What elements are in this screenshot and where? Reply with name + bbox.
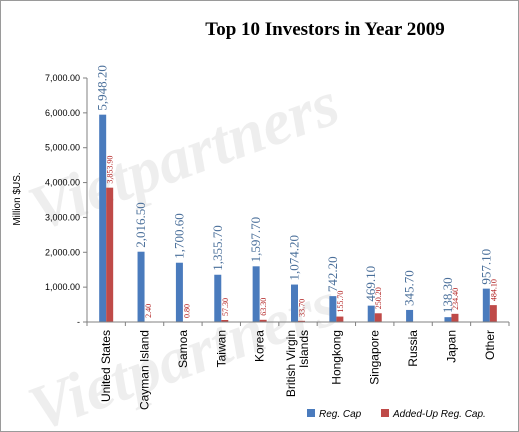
x-tick-label: Taiwan: [214, 330, 228, 367]
chart-title: Top 10 Investors in Year 2009: [205, 19, 444, 40]
data-label-added-up: 2.40: [144, 304, 153, 318]
y-tick-label: 1,000.00: [45, 282, 80, 292]
data-label-reg-cap: 1,355.70: [210, 225, 225, 270]
x-tick-label: United States: [99, 330, 113, 402]
data-label-added-up: 250.20: [374, 287, 383, 309]
y-tick-label: 7,000.00: [45, 73, 80, 83]
data-label-reg-cap: 138.30: [440, 277, 455, 313]
legend: Reg. Cap Added-Up Reg. Cap.: [307, 409, 486, 420]
bar-reg-cap: [175, 262, 183, 322]
x-tick-label: Japan: [444, 330, 458, 363]
bar-reg-cap: [406, 309, 414, 322]
data-label-added-up: 57.30: [221, 298, 230, 316]
bar-reg-cap: [291, 284, 298, 322]
x-tick-label: Other: [483, 330, 497, 360]
bar-reg-cap: [252, 266, 260, 322]
data-label-reg-cap: 957.10: [478, 249, 493, 285]
bar-added-up-reg-cap: [451, 313, 459, 322]
y-tick-label: 6,000.00: [45, 108, 80, 118]
data-label-reg-cap: 345.70: [402, 270, 417, 306]
x-tick-label: Cayman Island: [138, 330, 152, 410]
legend-label-reg-cap: Reg. Cap: [319, 409, 362, 420]
data-label-reg-cap: 469.10: [363, 266, 378, 302]
data-label-added-up: 234.40: [451, 288, 460, 310]
bar-reg-cap: [99, 114, 107, 322]
bars-group: 5,948.20 3,853.90 2,016.50 2.40 1,700.60 0.80…: [95, 65, 498, 323]
x-tick-label: Korea: [253, 330, 267, 362]
y-tick-label: 2,000.00: [45, 247, 80, 257]
data-label-reg-cap: 1,074.20: [287, 235, 302, 281]
bar-added-up-reg-cap: [259, 319, 267, 322]
x-tick-label: Russia: [406, 330, 420, 367]
data-label-added-up: 63.30: [259, 298, 268, 316]
bar-reg-cap: [329, 296, 337, 322]
data-label-added-up: 3,853.90: [106, 156, 115, 184]
legend-label-added-up: Added-Up Reg. Cap.: [392, 409, 486, 420]
y-tick-label: 3,000.00: [45, 212, 80, 222]
x-tick-label: British VirginIslands: [284, 330, 311, 397]
bar-reg-cap: [214, 274, 222, 322]
bar-added-up-reg-cap: [336, 316, 344, 322]
data-label-added-up: 484.10: [489, 279, 498, 301]
bar-reg-cap: [367, 305, 375, 322]
bar-added-up-reg-cap: [298, 320, 305, 322]
y-tick-label: 4,000.00: [45, 178, 80, 188]
bar-added-up-reg-cap: [106, 187, 114, 322]
y-axis: - 1,000.00 2,000.00 3,000.00 4,000.00 5,000.0…: [45, 73, 88, 327]
data-label-added-up: 33.70: [298, 299, 307, 317]
bar-reg-cap: [482, 288, 490, 322]
data-label-reg-cap: 742.20: [325, 256, 340, 292]
x-tick-label: Samoa: [176, 330, 190, 368]
legend-swatch-added-up: [381, 409, 389, 417]
data-label-added-up: 0.80: [182, 304, 191, 318]
bar-reg-cap: [444, 317, 452, 322]
data-label-added-up: 155.70: [336, 291, 345, 313]
bar-added-up-reg-cap: [489, 305, 497, 322]
data-label-reg-cap: 1,700.60: [171, 213, 186, 259]
y-tick-label: 5,000.00: [45, 143, 80, 153]
bar-added-up-reg-cap: [221, 320, 229, 322]
data-label-reg-cap: 5,948.20: [95, 65, 110, 111]
bar-reg-cap: [137, 251, 145, 322]
x-axis: United States Cayman Island Samoa Taiwan Kor…: [86, 321, 510, 410]
x-tick-label: Singapore: [368, 330, 382, 385]
y-tick-label: -: [77, 317, 80, 327]
legend-swatch-reg-cap: [307, 409, 315, 417]
y-axis-label: Million $US.: [12, 172, 23, 225]
bar-added-up-reg-cap: [374, 313, 382, 322]
data-label-reg-cap: 1,597.70: [248, 217, 263, 263]
data-label-reg-cap: 2,016.50: [133, 202, 148, 248]
x-tick-label: Hongkong: [329, 330, 343, 385]
